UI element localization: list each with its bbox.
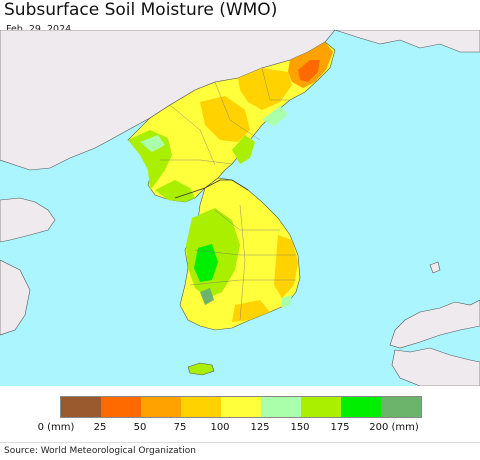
legend-swatch <box>301 397 341 417</box>
nk-very-dry-spot <box>298 60 320 82</box>
japan-island-small <box>429 261 441 274</box>
legend-ticks: 0 (mm) 25 50 75 100 125 150 175 200 (mm) <box>0 422 480 436</box>
legend-swatch <box>181 397 221 417</box>
legend-tick: 0 (mm) <box>37 422 75 433</box>
legend-swatch <box>141 397 181 417</box>
nk-pale-east <box>262 106 288 126</box>
japan-kyushu <box>391 347 480 386</box>
legend-tick: 50 <box>133 422 147 433</box>
sk-dark-green <box>200 288 214 305</box>
sk-bright-green <box>194 244 218 282</box>
shandong-landmass <box>0 197 56 243</box>
moisture-legend <box>60 396 422 418</box>
nk-green-sw <box>155 180 195 202</box>
legend-tick: 125 <box>250 422 270 433</box>
soil-moisture-map <box>0 30 480 386</box>
legend-tick: 100 <box>210 422 230 433</box>
source-credit: Source: World Meteorological Organizatio… <box>4 446 196 456</box>
province-borders <box>160 67 296 321</box>
nk-green-east <box>232 135 255 164</box>
nk-gold-central <box>200 96 250 142</box>
legend-swatch <box>381 397 421 417</box>
dmz-border <box>174 179 249 199</box>
japan-honshu <box>389 299 480 349</box>
footer-divider <box>0 442 480 443</box>
nk-gold-north <box>238 68 292 110</box>
russia-landmass <box>334 30 480 53</box>
jeju-island <box>187 362 215 376</box>
legend-swatch <box>261 397 301 417</box>
legend-tick: 200 (mm) <box>369 422 419 433</box>
legend-swatch <box>101 397 141 417</box>
legend-swatch <box>341 397 381 417</box>
legend-swatch <box>61 397 101 417</box>
china-coast-south <box>0 259 31 336</box>
legend-tick: 150 <box>290 422 310 433</box>
legend-swatch <box>221 397 261 417</box>
map-date: Feb. 29, 2024 <box>6 24 72 35</box>
legend-tick: 75 <box>173 422 187 433</box>
legend-tick: 175 <box>330 422 350 433</box>
sk-gold-east <box>274 235 298 298</box>
map-title: Subsurface Soil Moisture (WMO) <box>4 0 278 20</box>
legend-tick: 25 <box>93 422 107 433</box>
nk-pale-green <box>140 135 165 152</box>
sk-gold-south <box>232 300 270 322</box>
sk-pale-se <box>282 295 292 308</box>
